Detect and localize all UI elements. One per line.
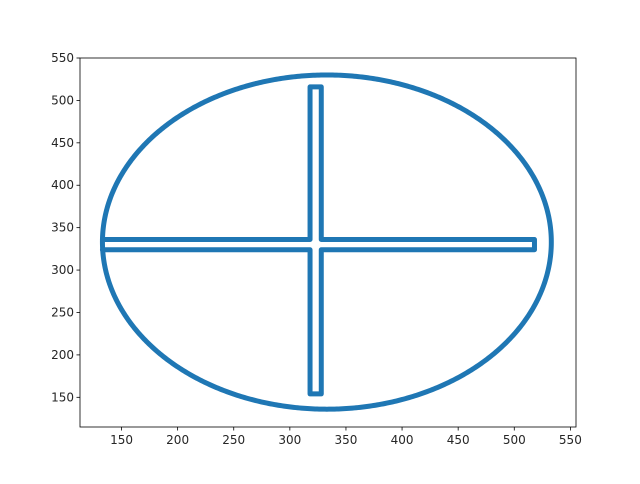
y-tick-label: 400 xyxy=(51,178,74,192)
x-tick-label: 450 xyxy=(447,433,470,447)
y-axis: 150 200 250 300 350 400 450 500 550 xyxy=(51,51,80,404)
y-tick-label: 450 xyxy=(51,136,74,150)
y-tick-label: 200 xyxy=(51,348,74,362)
y-tick-label: 150 xyxy=(51,390,74,404)
x-tick-label: 500 xyxy=(503,433,526,447)
x-tick-label: 550 xyxy=(559,433,582,447)
series-layer xyxy=(99,72,554,412)
y-tick-label: 350 xyxy=(51,221,74,235)
x-tick-label: 250 xyxy=(222,433,245,447)
x-tick-label: 300 xyxy=(278,433,301,447)
x-axis: 150 200 250 300 350 400 450 500 550 xyxy=(110,427,582,447)
x-tick-label: 200 xyxy=(166,433,189,447)
y-tick-label: 500 xyxy=(51,93,74,107)
x-tick-label: 400 xyxy=(391,433,414,447)
y-tick-label: 300 xyxy=(51,263,74,277)
x-tick-label: 150 xyxy=(110,433,133,447)
cross-outline-points xyxy=(99,84,537,397)
y-tick-label: 550 xyxy=(51,51,74,65)
x-tick-label: 350 xyxy=(335,433,358,447)
ellipse-outline-points xyxy=(99,72,554,412)
plot-frame xyxy=(79,57,577,428)
y-tick-label: 250 xyxy=(51,305,74,319)
